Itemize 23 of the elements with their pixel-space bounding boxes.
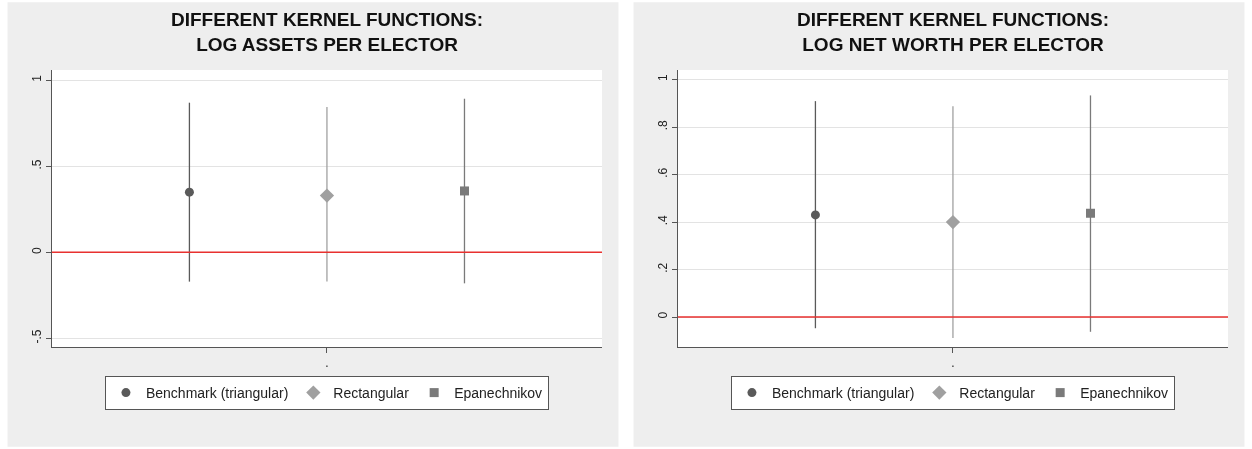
y-tick-label: .5 [30, 159, 45, 170]
legend-label: Epanechnikov [454, 385, 543, 402]
x-tick-label: . [951, 356, 955, 371]
y-tick-label: .4 [656, 214, 671, 226]
y-tick-label: .6 [656, 167, 671, 178]
legend-label: Benchmark (triangular) [771, 385, 915, 402]
chart-title: DIFFERENT KERNEL FUNCTIONS: LOG ASSETS PER ELECTOR [171, 9, 484, 55]
point [810, 210, 820, 220]
y-tick-label: 0 [656, 311, 671, 319]
legend-label: Rectangular [959, 385, 1036, 402]
legend-label: Epanechnikov [1080, 385, 1169, 402]
y-tick-label: -.5 [30, 329, 45, 344]
point [945, 214, 961, 230]
y-tick-label: 1 [656, 74, 671, 82]
y-tick-label: 0 [30, 246, 45, 254]
legend-label: Benchmark (triangular) [145, 385, 289, 402]
y-tick-label: 1 [30, 74, 45, 82]
y-tick-label: .8 [656, 119, 671, 131]
chart-title: DIFFERENT KERNEL FUNCTIONS: LOG NET WORTH PER ELECTOR [797, 9, 1110, 55]
x-tick-label: . [325, 356, 329, 371]
y-tick-label: .2 [656, 262, 671, 273]
point [1085, 208, 1095, 218]
legend-label: Rectangular [333, 385, 410, 402]
